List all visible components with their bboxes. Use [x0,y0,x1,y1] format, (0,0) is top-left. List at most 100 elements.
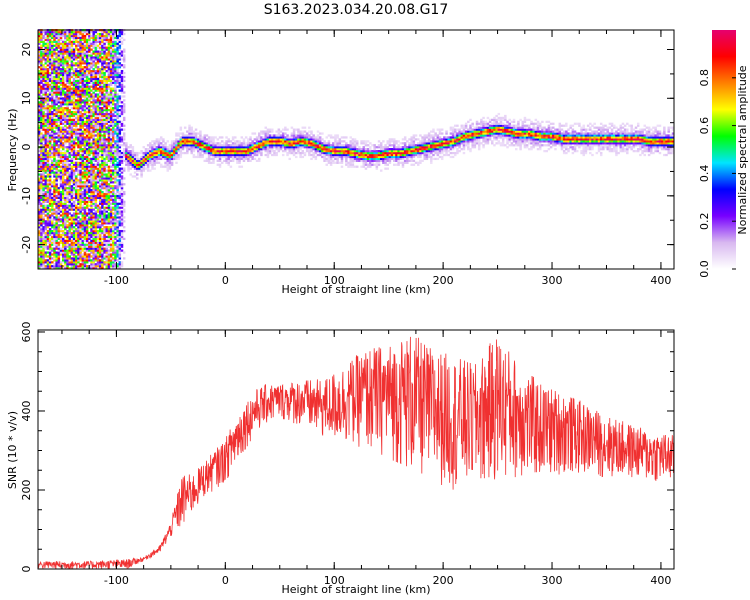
spectrogram-cell [105,165,108,168]
spectrogram-cell [94,112,98,116]
spectrogram-cell [75,169,78,172]
spectrogram-cell [162,148,165,151]
spectrogram-cell [88,216,91,219]
spectrogram-cell [66,77,69,81]
spectrogram-cell [94,66,98,69]
spectrogram-cell [223,155,226,159]
spectrogram-cell [83,91,87,94]
spectrogram-cell [98,128,102,131]
spectrogram-cell [103,208,106,211]
spectrogram-cell [72,194,76,198]
spectrogram-cell [101,44,104,47]
spectrogram-cell [92,58,95,61]
spectrogram-cell [116,93,119,96]
spectrogram-cell [94,109,98,112]
spectrogram-cell [105,173,108,176]
spectrogram-cell [83,138,87,141]
spectrogram-cell [112,122,115,125]
spectrogram-cell [205,140,209,143]
spectrogram-cell [216,138,220,141]
spectrogram-cell [173,144,176,147]
spectrogram-cell [79,46,82,49]
spectrogram-cell [212,148,215,151]
spectrogram-cell [85,190,89,194]
spectrogram-cell [144,159,148,162]
spectrogram-cell [179,138,183,141]
spectrogram-cell [197,149,200,153]
spectrogram-cell [68,222,71,225]
spectrogram-cell [75,105,78,108]
spectrogram-cell [142,157,146,161]
spectrogram-cell [70,81,74,84]
spectrogram-cell [66,196,69,200]
spectrogram-cell [88,40,91,43]
spectrogram-cell [44,66,48,69]
spectrogram-cell [42,177,45,180]
spectrogram-cell [66,32,69,36]
spectrogram-cell [42,200,45,203]
spectrogram-cell [53,126,56,129]
spectrogram-cell [61,237,65,241]
spectrogram-cell [107,167,111,170]
spectrogram-cell [234,157,237,161]
spectrogram-cell [125,159,128,162]
spectrogram-cell [40,237,43,241]
spectrogram-cell [75,255,78,258]
spectrogram-cell [53,259,56,262]
spectrogram-cell [120,265,124,268]
spectrogram-cell [212,149,215,153]
spectrogram-cell [92,112,95,116]
spectrogram-cell [118,267,122,270]
spectrogram-cell [57,255,61,258]
spectrogram-cell [234,136,237,139]
spectrogram-cell [103,151,106,155]
spectrogram-cell [244,136,248,139]
spectrogram-cell [98,216,102,219]
spectrogram-cell [59,265,63,268]
spectrogram-cell [79,243,82,246]
spectrogram-cell [181,140,185,143]
spectrogram-cell [98,73,102,77]
spectrogram-cell [109,93,113,96]
spectrogram-cell [120,212,124,215]
spectrogram-cell [101,32,104,36]
spectrogram-cell [68,146,71,149]
spectrogram-cell [227,161,230,164]
spectrogram-cell [96,44,100,47]
spectrogram-cell [51,220,54,223]
spectrogram-cell [231,149,235,153]
spectrogram-cell [105,112,108,116]
spectrogram-cell [46,187,50,190]
spectrogram-cell [66,120,69,123]
spectrogram-cell [159,163,163,166]
spectrogram-cell [53,54,56,57]
spectrogram-cell [48,257,52,260]
spectrogram-cell [68,36,71,40]
spectrogram-cell [70,235,74,239]
spectrogram-cell [192,138,196,141]
spectrogram-cell [229,144,233,147]
spectrogram-cell [79,247,82,250]
spectrogram-cell [122,116,126,120]
spectrogram-cell [107,200,111,203]
spectrogram-cell [247,146,250,149]
spectrogram-cell [61,187,65,190]
spectrogram-cell [48,54,52,57]
spectrogram-cell [75,153,78,157]
spectrogram-cell [85,62,89,65]
spectrogram-cell [66,114,69,118]
spectrogram-cell [92,87,95,90]
spectrogram-cell [81,181,85,184]
spectrogram-cell [112,187,115,190]
spectrogram-cell [79,132,82,135]
spectrogram-cell [218,163,222,166]
spectrogram-cell [207,149,211,153]
spectrogram-cell [98,163,102,166]
spectrogram-cell [109,122,113,125]
spectrogram-cell [40,34,43,38]
spectrogram-cell [92,185,95,188]
spectrogram-cell [38,231,41,235]
spectrogram-cell [92,79,95,82]
spectrogram-cell [112,161,115,164]
spectrogram-cell [75,126,78,129]
